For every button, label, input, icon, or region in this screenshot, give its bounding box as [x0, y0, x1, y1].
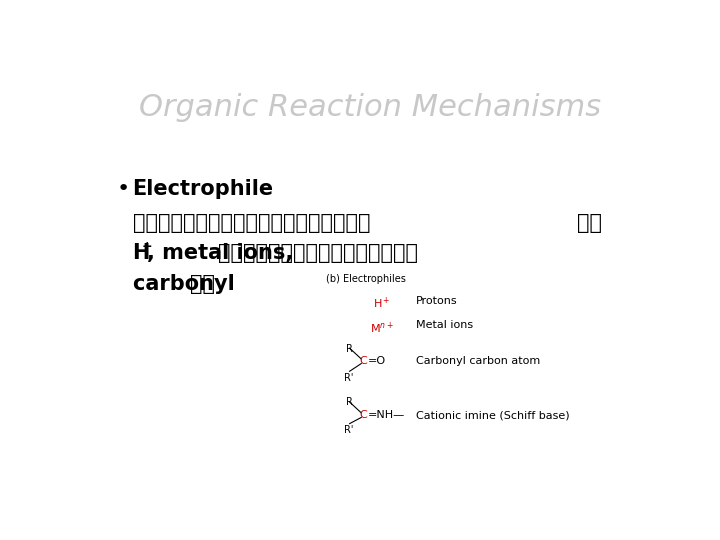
Text: =O: =O	[367, 356, 386, 366]
Text: Electrophile: Electrophile	[132, 179, 274, 199]
Text: Organic Reaction Mechanisms: Organic Reaction Mechanisms	[140, 93, 601, 122]
Text: , metal ions,: , metal ions,	[148, 244, 301, 264]
Text: R: R	[346, 397, 353, 408]
Text: (b) Electrophiles: (b) Electrophiles	[326, 274, 406, 284]
Text: R': R'	[344, 373, 354, 383]
Text: •: •	[117, 179, 130, 199]
Text: +: +	[142, 240, 153, 253]
Text: H$^+$: H$^+$	[373, 296, 390, 311]
Text: Metal ions: Metal ions	[415, 320, 472, 330]
Text: carbonyl: carbonyl	[132, 274, 242, 294]
Text: ทพบบอยในปฏกรยาชวเคม: ทพบบอยในปฏกรยาชวเคม	[132, 213, 370, 233]
Text: Cationic imine (Schiff base): Cationic imine (Schiff base)	[415, 410, 569, 420]
Text: คอ: คอ	[577, 213, 601, 233]
Text: Protons: Protons	[415, 296, 457, 306]
Text: แล: แล	[190, 274, 215, 294]
Text: M$^{n+}$: M$^{n+}$	[370, 320, 394, 336]
Text: =NH—: =NH—	[367, 410, 405, 420]
Text: อะตอมคารบอนของหม: อะตอมคารบอนของหม	[218, 244, 418, 264]
Text: R: R	[346, 343, 353, 354]
Text: C: C	[360, 410, 367, 420]
Text: Carbonyl carbon atom: Carbonyl carbon atom	[415, 356, 540, 366]
Text: C: C	[360, 356, 367, 366]
Text: H: H	[132, 244, 150, 264]
Text: R': R'	[344, 425, 354, 435]
